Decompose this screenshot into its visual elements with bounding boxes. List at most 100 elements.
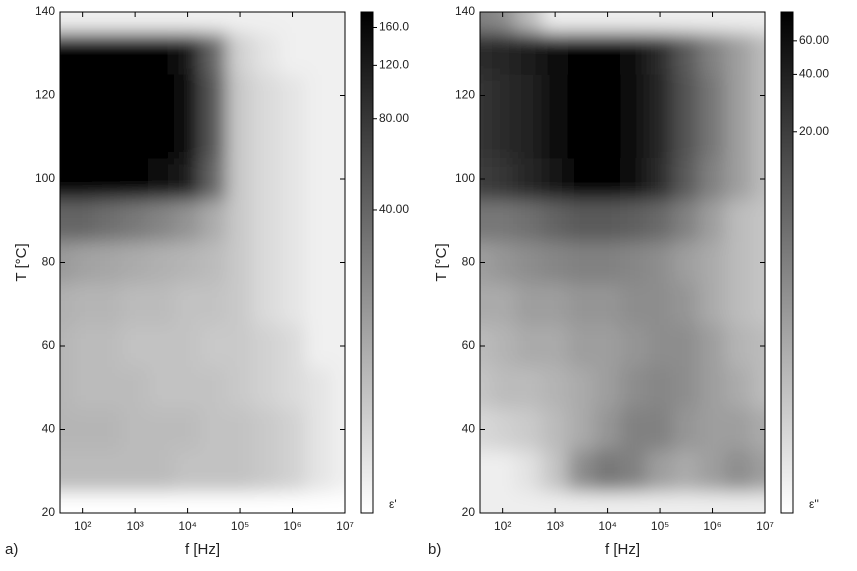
heat-cell [278, 408, 306, 451]
heat-cell [515, 325, 542, 368]
heat-cell [620, 450, 647, 493]
heat-cell [305, 450, 332, 493]
heat-cell [226, 116, 254, 159]
heat-cell [480, 199, 493, 243]
heat-cell [305, 366, 332, 410]
heat-cell [515, 366, 542, 410]
heat-cell [173, 32, 201, 76]
y-axis-label: T [°C] [13, 243, 30, 281]
heat-cell [698, 283, 726, 326]
heat-cell [305, 408, 332, 451]
heat-cell [567, 74, 595, 117]
heat-cell [278, 12, 306, 34]
heat-cell [567, 366, 595, 410]
y-tick-label: 80 [42, 255, 56, 269]
colorbar [780, 11, 794, 514]
panel-label: b) [428, 541, 441, 558]
heat-cell [226, 283, 254, 326]
heat-cell [60, 158, 73, 201]
heat-cell [95, 158, 122, 201]
heat-cell [173, 366, 201, 410]
x-tick-label: 10² [494, 519, 511, 533]
heat-cell [492, 450, 516, 493]
heat-cell [751, 366, 765, 410]
heat-cell [567, 158, 595, 201]
colorbar-label: ε'' [809, 497, 819, 511]
heat-cell [620, 32, 647, 76]
heat-cell [95, 116, 122, 159]
heat-cell [480, 366, 493, 410]
heat-cell [95, 408, 122, 451]
heat-cell [147, 158, 175, 201]
heat-cell [646, 241, 674, 284]
heat-cell [305, 116, 332, 159]
heat-cell [751, 199, 765, 243]
x-tick-label: 10³ [546, 519, 563, 533]
heat-cell [200, 283, 227, 326]
heat-cell [173, 74, 201, 117]
heat-cell [200, 366, 227, 410]
heat-cell [593, 12, 621, 34]
heat-cell [751, 158, 765, 201]
heat-cell [121, 12, 149, 34]
heat-cell [698, 12, 726, 34]
heat-cell [541, 492, 569, 513]
heat-cell [252, 366, 280, 410]
heat-cell [567, 283, 595, 326]
heat-cell [278, 450, 306, 493]
heat-cell [515, 492, 542, 513]
heat-cell [593, 492, 621, 513]
heat-cell [226, 492, 254, 513]
heat-cell [593, 32, 621, 76]
heat-cell [646, 450, 674, 493]
heat-cell [147, 283, 175, 326]
heat-cell [725, 325, 752, 368]
heat-cell [226, 199, 254, 243]
heat-cell [147, 116, 175, 159]
heat-cell [305, 32, 332, 76]
heat-cell [226, 408, 254, 451]
heat-cell [252, 12, 280, 34]
heat-cell [121, 492, 149, 513]
heatmap-cells [480, 12, 765, 513]
heat-cell [72, 283, 96, 326]
heat-cell [305, 283, 332, 326]
heat-cell [751, 12, 765, 34]
heat-cell [173, 158, 201, 201]
heat-cell [60, 74, 73, 117]
heat-cell [593, 241, 621, 284]
heat-cell [480, 12, 493, 34]
heat-cell [121, 325, 149, 368]
heat-cell [492, 325, 516, 368]
y-tick-label: 60 [462, 338, 476, 352]
x-tick-label: 10⁶ [703, 519, 721, 533]
heat-cell [278, 74, 306, 117]
y-tick-label: 80 [462, 255, 476, 269]
heat-cell [121, 241, 149, 284]
heat-cell [480, 241, 493, 284]
heat-cell [725, 408, 752, 451]
heat-cell [480, 492, 493, 513]
heat-cell [278, 241, 306, 284]
heat-cell [698, 325, 726, 368]
heat-cell [672, 366, 700, 410]
heat-cell [541, 241, 569, 284]
heat-cell [492, 116, 516, 159]
heat-cell [593, 325, 621, 368]
colorbar-tick-label: 160.0 [379, 20, 409, 34]
heat-cell [252, 158, 280, 201]
heat-cell [751, 32, 765, 76]
heat-cell [541, 158, 569, 201]
heat-cell [305, 74, 332, 117]
colorbar-label: ε' [389, 497, 397, 511]
heat-cell [331, 408, 345, 451]
colorbar-tick-label: 60.00 [799, 33, 829, 47]
y-tick-label: 60 [42, 338, 56, 352]
heat-cell [60, 408, 73, 451]
x-tick-label: 10⁶ [283, 519, 301, 533]
heat-cell [515, 116, 542, 159]
heat-cell [72, 366, 96, 410]
heat-cell [147, 241, 175, 284]
heat-cell [698, 32, 726, 76]
heat-cell [121, 408, 149, 451]
